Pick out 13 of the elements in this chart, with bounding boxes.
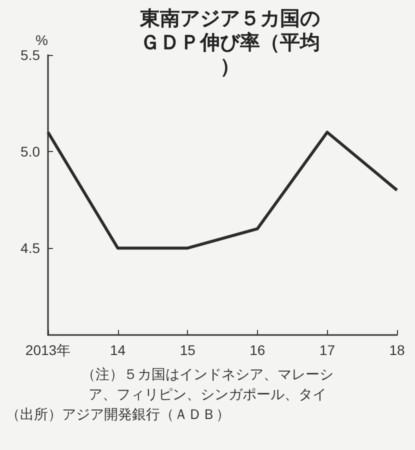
y-tick-label: 5.0: [20, 144, 40, 160]
x-tick-label: 14: [110, 342, 126, 358]
x-tick-label: 18: [389, 342, 405, 358]
x-tick-label: 2013年: [25, 342, 71, 358]
x-tick-label: 16: [250, 342, 266, 358]
text: （出所）アジア開発銀行（ＡＤＢ）: [5, 406, 231, 425]
x-tick-label: 17: [319, 342, 336, 358]
x-tick-label: 15: [180, 342, 196, 358]
y-tick-label: 5.5: [20, 47, 40, 63]
y-tick-label: 4.5: [20, 240, 40, 256]
y-axis-title: %: [36, 32, 48, 48]
chart-title: 東南アジア５カ国のＧＤＰ伸び率（平均）: [139, 8, 320, 78]
text: （注）５カ国はインドネシア、マレーシア、フィリピン、シンガポール、タイ: [80, 366, 334, 405]
